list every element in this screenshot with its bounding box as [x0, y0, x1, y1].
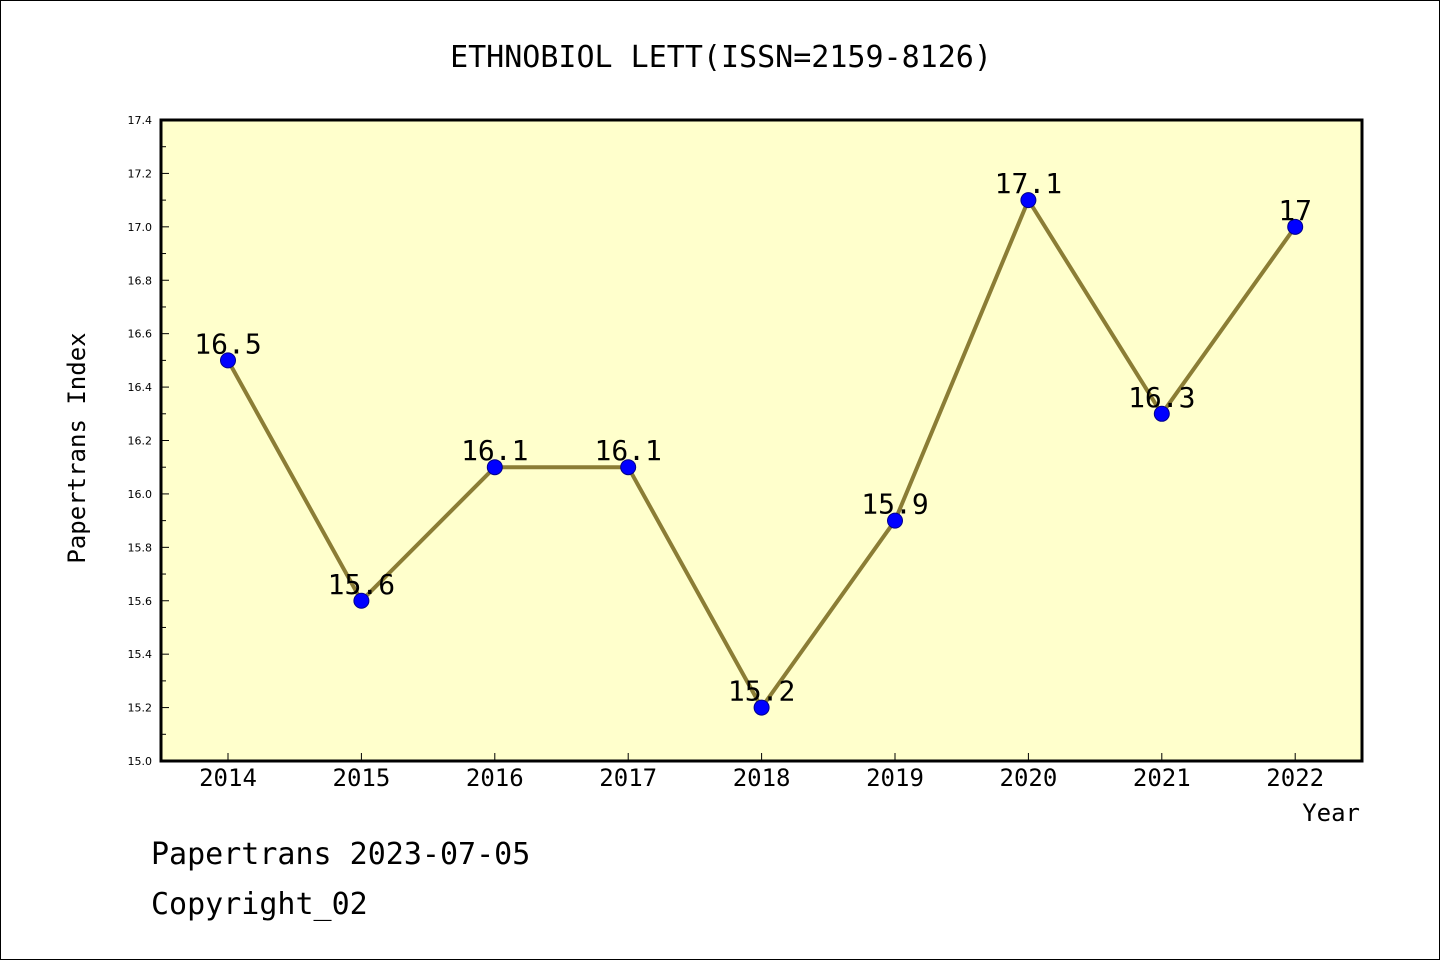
y-tick-label: 16.0: [128, 488, 153, 501]
data-label: 15.9: [861, 488, 928, 521]
x-tick-label: 2014: [199, 764, 257, 792]
y-tick-label: 16.6: [128, 328, 153, 341]
data-point-marker: [220, 352, 236, 369]
data-label: 16.1: [461, 434, 528, 467]
y-tick-label: 15.4: [128, 648, 153, 661]
data-label: 15.2: [728, 675, 795, 708]
data-label: 16.5: [194, 327, 261, 360]
x-axis-label: Year: [1302, 799, 1360, 827]
data-point-marker: [620, 459, 637, 476]
data-point-marker: [887, 512, 903, 529]
y-tick-label: 16.2: [128, 435, 153, 448]
x-tick-label: 2018: [733, 764, 791, 792]
x-tick-label: 2017: [599, 764, 657, 792]
y-tick-label: 15.2: [128, 702, 153, 715]
data-point-marker: [1020, 192, 1037, 209]
x-tick-label: 2020: [1000, 764, 1058, 792]
y-tick-label: 15.0: [128, 755, 153, 768]
y-tick-label: 17.0: [128, 221, 153, 234]
marker-group: [220, 192, 1304, 716]
y-tick-label: 17.2: [128, 167, 153, 180]
x-tick-label: 2015: [333, 764, 391, 792]
footer-copyright: Copyright_02: [151, 887, 368, 922]
y-tick-label: 17.4: [128, 114, 153, 127]
data-point-marker: [353, 592, 370, 609]
data-point-marker: [753, 699, 770, 716]
data-point-marker: [1287, 218, 1304, 235]
footer-date: Papertrans 2023-07-05: [151, 837, 530, 872]
y-axis-label: Papertrans Index: [63, 332, 91, 563]
x-tick-label: 2021: [1133, 764, 1191, 792]
x-tick-label: 2016: [466, 764, 524, 792]
data-point-marker: [1153, 405, 1170, 422]
data-label: 16.3: [1128, 381, 1195, 414]
y-tick-label: 16.4: [128, 381, 153, 394]
plot-area: [159, 118, 1364, 763]
x-tick-label: 2019: [866, 764, 924, 792]
data-label-group: 16.5 15.6 16.1 16.1 15.2 15.9 17.1 16.3 17: [194, 167, 1312, 707]
data-label: 16.1: [594, 434, 661, 467]
chart-title: ETHNOBIOL LETT(ISSN=2159-8126): [450, 40, 992, 75]
data-point-marker: [486, 459, 503, 476]
data-label: 15.6: [328, 568, 395, 601]
y-tick-label: 15.8: [128, 541, 153, 554]
data-label: 17: [1278, 194, 1312, 227]
data-label: 17.1: [995, 167, 1062, 200]
y-tick-label: 16.8: [128, 274, 153, 287]
y-tick-label: 15.6: [128, 595, 153, 608]
x-axis: 2014 2015 2016 2017 2018 2019 2020 2021 2022: [199, 753, 1324, 792]
y-axis: 15.0 15.2 15.4 15.6 15.8 16.0 16.2 16.4 16.6 16.8…: [128, 114, 169, 768]
x-tick-label: 2022: [1266, 764, 1324, 792]
